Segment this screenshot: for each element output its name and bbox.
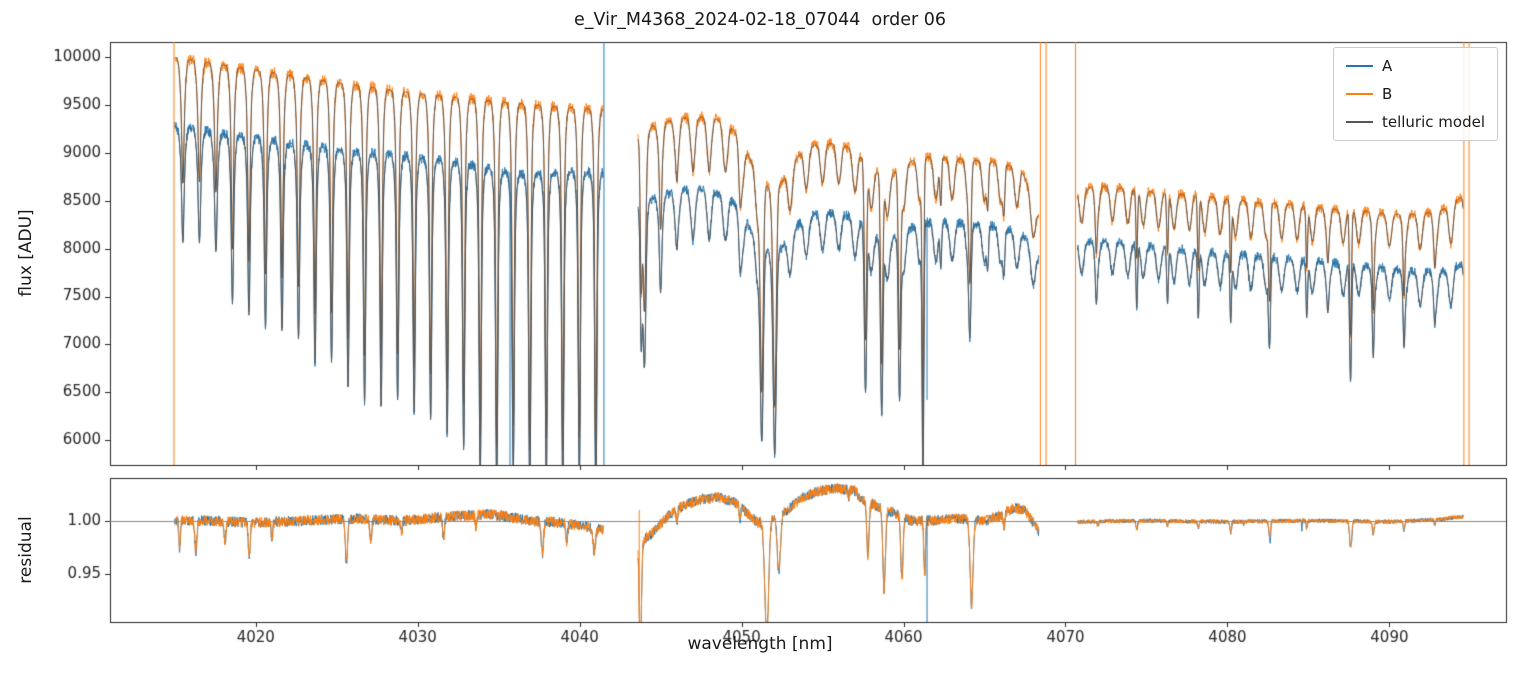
chart-title: e_Vir_M4368_2024-02-18_07044 order 06 [573, 10, 947, 30]
residual-axis-label: residual [16, 516, 36, 584]
legend-entry-b: B [1345, 85, 1485, 103]
legend: A B telluric model [1332, 47, 1498, 141]
legend-line-b-sample [1345, 93, 1373, 95]
legend-entry-a: A [1345, 57, 1485, 75]
legend-line-model-sample [1345, 121, 1373, 123]
flux-axis-label: flux [ADU] [16, 209, 36, 297]
legend-line-a-sample [1345, 65, 1373, 67]
legend-label-b: B [1381, 85, 1393, 103]
legend-label-a: A [1381, 57, 1393, 75]
legend-label-model: telluric model [1381, 113, 1485, 131]
wavelength-axis-label: wavelength [nm] [687, 634, 833, 654]
legend-entry-telluric-model: telluric model [1345, 113, 1485, 131]
